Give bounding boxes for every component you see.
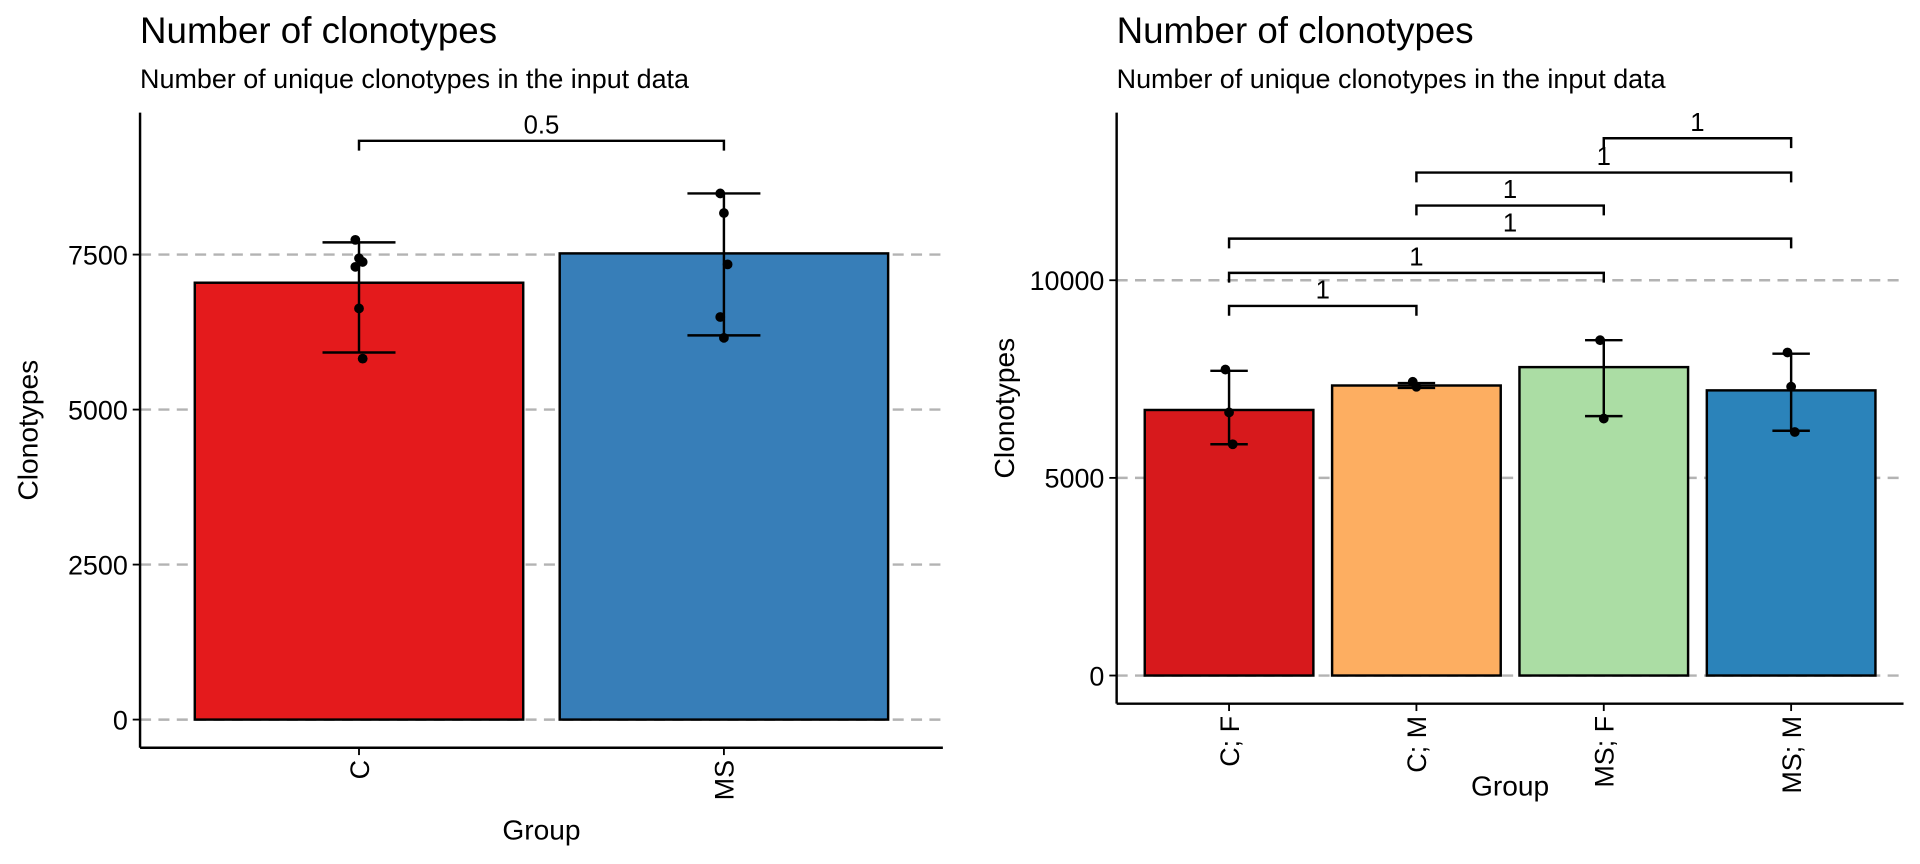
bar [1330, 384, 1502, 677]
x-tick-label: MS; M [1777, 716, 1807, 794]
y-axis-title: Clonotypes [989, 338, 1020, 479]
data-point [1789, 427, 1800, 437]
comparison-bracket [1227, 271, 1606, 283]
comparison-bracket [1227, 304, 1418, 316]
panel: Number of clonotypes Number of unique clo… [989, 10, 1904, 801]
data-point [719, 208, 729, 218]
comparison-label: 1 [1597, 143, 1611, 171]
x-axis-title: Group [502, 815, 580, 846]
data-point [350, 234, 361, 245]
data-point [350, 261, 361, 272]
data-point [357, 257, 368, 267]
data-point [715, 312, 726, 322]
comparison-label: 0.5 [524, 111, 560, 139]
data-point [1227, 439, 1238, 450]
comparison-bracket [357, 139, 726, 151]
comparison-label: 1 [1409, 244, 1423, 272]
comparison-bracket [1415, 171, 1793, 183]
x-tick-label: C; F [1215, 716, 1245, 767]
data-point [1595, 335, 1605, 346]
y-tick-label: 2500 [68, 550, 128, 580]
x-tick-label: C [345, 760, 375, 779]
data-point [722, 259, 733, 270]
comparison-label: 1 [1690, 109, 1704, 137]
x-tick-label: C; M [1402, 716, 1432, 773]
x-tick-label: MS [710, 760, 740, 800]
data-point [1782, 347, 1793, 358]
y-tick-label: 0 [113, 705, 128, 735]
data-point [1224, 407, 1234, 418]
y-tick-label: 5000 [68, 395, 128, 425]
y-tick-label: 5000 [1045, 464, 1105, 494]
comparison-label: 1 [1503, 209, 1517, 237]
comparison-bracket [1415, 204, 1606, 216]
y-tick-label: 7500 [68, 240, 128, 270]
chart-subtitle: Number of unique clonotypes in the input… [140, 64, 689, 94]
chart-subtitle: Number of unique clonotypes in the input… [1117, 64, 1666, 94]
data-point [719, 332, 729, 343]
comparison-bracket [1227, 237, 1793, 249]
y-axis-title: Clonotypes [12, 360, 43, 501]
x-tick-label: MS; F [1590, 716, 1620, 788]
comparison-label: 1 [1503, 176, 1517, 204]
chart-title: Number of clonotypes [140, 10, 497, 51]
comparison-bracket [1602, 137, 1793, 149]
data-point [357, 353, 368, 364]
panel: Number of clonotypes Number of unique clo… [12, 10, 943, 846]
comparison-label: 1 [1316, 277, 1330, 305]
chart-title: Number of clonotypes [1117, 10, 1474, 51]
data-point [1220, 364, 1231, 375]
data-point [1786, 381, 1797, 392]
x-axis-title: Group [1471, 770, 1549, 801]
bar [1705, 389, 1877, 677]
data-point [715, 188, 726, 199]
y-tick-label: 10000 [1030, 266, 1105, 296]
y-tick-label: 0 [1089, 661, 1104, 691]
bar [1143, 408, 1315, 677]
data-point [1411, 381, 1422, 392]
data-point [1598, 413, 1609, 424]
data-point [354, 303, 364, 314]
